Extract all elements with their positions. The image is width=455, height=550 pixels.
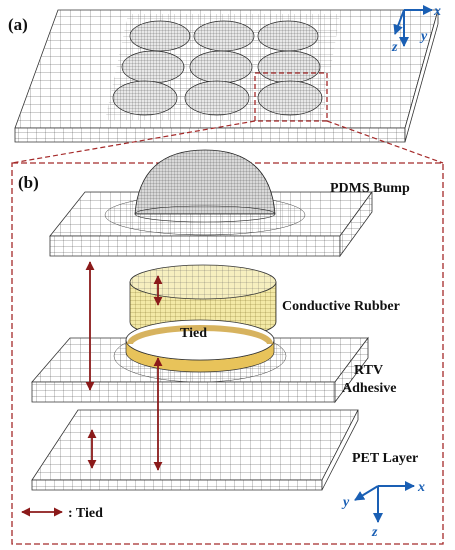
selection-box	[254, 72, 328, 122]
plate-a-side	[404, 9, 439, 143]
zoom-line-right	[326, 120, 444, 164]
legend-text: : Tied	[68, 506, 103, 521]
axes-triad-b: x y z	[341, 480, 425, 540]
legend: : Tied	[21, 506, 103, 521]
axis-b-y-label: y	[341, 495, 350, 510]
axes-triad-a: x y z	[391, 4, 441, 55]
panel-a: (a)	[8, 4, 441, 143]
pet-layer	[31, 409, 359, 491]
axis-b-x-label: x	[417, 480, 425, 495]
panel-b-frame	[11, 162, 444, 545]
panel-b: (b) PDMS Bump Conductive Rubber	[11, 149, 444, 545]
panel-a-label: (a)	[8, 15, 28, 34]
rubber-label: Conductive Rubber	[282, 299, 400, 314]
axis-a-z-label: z	[391, 40, 398, 55]
pdms-label: PDMS Bump	[330, 181, 410, 196]
rtv-label-1: RTV	[354, 363, 383, 378]
tied-label: Tied	[180, 326, 207, 341]
zoom-line-left	[11, 120, 256, 164]
pet-label: PET Layer	[352, 451, 418, 466]
axis-a-y-label: y	[419, 29, 428, 44]
pdms-layer	[49, 149, 373, 258]
panel-b-label: (b)	[18, 173, 39, 192]
tied-arrows	[85, 261, 163, 471]
rtv-label-2: Adhesive	[342, 381, 396, 396]
axis-a-x-label: x	[433, 4, 441, 19]
axis-b-z-label: z	[371, 525, 378, 540]
